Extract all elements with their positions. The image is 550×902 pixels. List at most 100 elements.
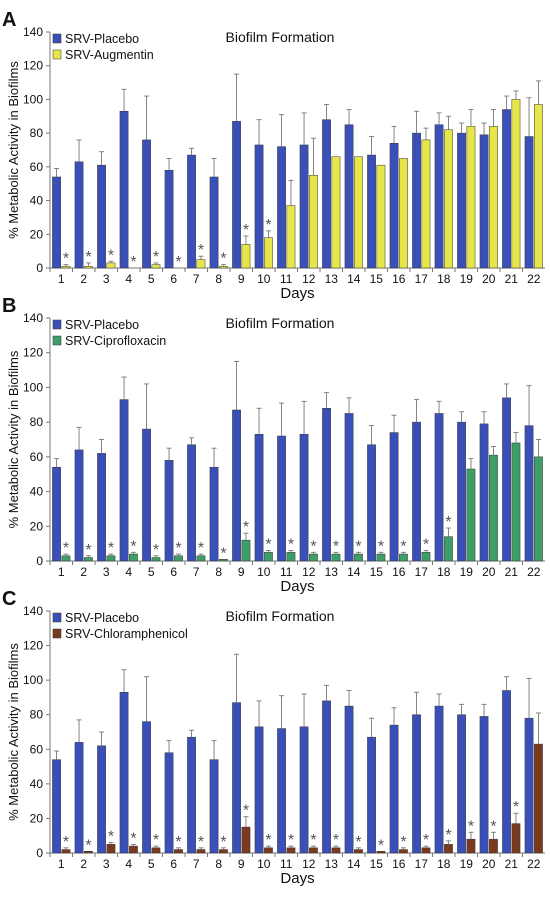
- significance-star: *: [445, 514, 451, 531]
- x-tick-label: 15: [370, 272, 384, 286]
- bar-placebo: [479, 423, 489, 562]
- bar-drug: [241, 244, 251, 269]
- x-tick-label: 12: [302, 857, 316, 871]
- bar-drug: [196, 259, 206, 269]
- x-tick-label: 13: [325, 857, 339, 871]
- bar-placebo: [232, 409, 241, 562]
- bar-placebo: [502, 109, 511, 269]
- bar-placebo: [277, 146, 286, 269]
- bar-drug: [466, 126, 476, 269]
- bar-placebo: [367, 444, 376, 562]
- x-tick-label: 14: [347, 272, 361, 286]
- significance-star: *: [108, 829, 114, 846]
- significance-star: *: [378, 538, 384, 555]
- x-tick-label: 21: [505, 565, 519, 579]
- legend-label: SRV-Augmentin: [65, 48, 154, 62]
- bar-drug: [511, 442, 521, 562]
- x-tick-label: 18: [437, 565, 451, 579]
- significance-star: *: [153, 249, 159, 266]
- y-axis-title: % Metabolic Activity in Biofilms: [6, 61, 21, 239]
- x-tick-label: 3: [103, 272, 110, 286]
- x-tick-label: 11: [280, 857, 293, 871]
- significance-star: *: [130, 538, 136, 555]
- bar-placebo: [187, 444, 196, 562]
- significance-star: *: [63, 540, 69, 557]
- significance-star: *: [243, 803, 249, 820]
- x-tick-label: 21: [505, 857, 519, 871]
- x-tick-label: 5: [148, 565, 155, 579]
- legend-label: SRV-Chloramphenicol: [65, 627, 188, 641]
- significance-star: *: [153, 832, 159, 849]
- significance-star: *: [63, 834, 69, 851]
- bar-drug: [264, 237, 273, 269]
- bar-placebo: [299, 144, 309, 269]
- bar-drug: [466, 468, 476, 562]
- bar-drug: [106, 844, 116, 854]
- y-tick-label: 120: [23, 59, 43, 73]
- bar-placebo: [254, 434, 264, 562]
- x-tick-label: 9: [238, 565, 245, 579]
- bar-placebo: [52, 176, 61, 269]
- bar-drug: [241, 826, 251, 854]
- x-tick-label: 17: [415, 272, 429, 286]
- bar-placebo: [367, 154, 376, 269]
- bar-placebo: [524, 717, 534, 854]
- significance-star: *: [175, 540, 181, 557]
- bar-drug: [489, 454, 498, 562]
- significance-star: *: [220, 251, 226, 268]
- bar-drug: [286, 205, 296, 269]
- x-tick-label: 4: [125, 272, 132, 286]
- y-tick-label: 80: [30, 126, 44, 140]
- bar-placebo: [367, 736, 376, 854]
- bar-drug: [534, 104, 543, 269]
- y-tick-label: 20: [30, 519, 44, 533]
- bar-drug: [421, 552, 431, 562]
- significance-star: *: [445, 827, 451, 844]
- bar-placebo: [232, 702, 241, 854]
- bar-placebo: [412, 421, 421, 562]
- x-tick-label: 2: [80, 857, 87, 871]
- significance-star: *: [85, 837, 91, 854]
- bar-placebo: [389, 724, 399, 854]
- x-tick-label: 19: [460, 857, 474, 871]
- legend-label: SRV-Ciprofloxacin: [65, 334, 166, 348]
- x-tick-label: 19: [460, 565, 474, 579]
- bar-placebo: [479, 134, 489, 269]
- x-tick-label: 4: [125, 565, 132, 579]
- bar-drug: [84, 266, 93, 269]
- legend-label: SRV-Placebo: [65, 611, 139, 625]
- bar-drug: [286, 552, 296, 562]
- bar-placebo: [412, 132, 421, 269]
- y-axis-title: % Metabolic Activity in Biofilms: [6, 643, 21, 821]
- x-tick-label: 7: [193, 272, 200, 286]
- y-tick-label: 20: [30, 811, 44, 825]
- x-tick-label: 10: [257, 857, 271, 871]
- x-tick-label: 20: [482, 272, 496, 286]
- legend-swatch: [52, 49, 62, 60]
- bar-placebo: [97, 453, 106, 562]
- bar-drug: [466, 838, 476, 854]
- significance-star: *: [108, 247, 114, 264]
- x-axis-title: Days: [280, 870, 314, 887]
- x-tick-label: 22: [527, 857, 541, 871]
- significance-star: *: [198, 834, 204, 851]
- x-tick-label: 19: [460, 272, 474, 286]
- x-tick-label: 13: [325, 272, 339, 286]
- x-tick-label: 9: [238, 857, 245, 871]
- legend-label: SRV-Placebo: [65, 318, 139, 332]
- legend-swatch: [52, 612, 62, 623]
- x-tick-label: 11: [280, 272, 293, 286]
- bar-drug: [331, 156, 341, 269]
- x-tick-label: 8: [215, 272, 222, 286]
- x-tick-label: 10: [257, 272, 271, 286]
- significance-star: *: [130, 254, 136, 271]
- legend-swatch: [52, 628, 62, 639]
- x-tick-label: 7: [193, 565, 200, 579]
- x-tick-label: 1: [58, 857, 65, 871]
- x-tick-label: 20: [482, 857, 496, 871]
- bar-placebo: [254, 144, 264, 269]
- bar-placebo: [502, 397, 511, 562]
- bar-placebo: [74, 161, 84, 269]
